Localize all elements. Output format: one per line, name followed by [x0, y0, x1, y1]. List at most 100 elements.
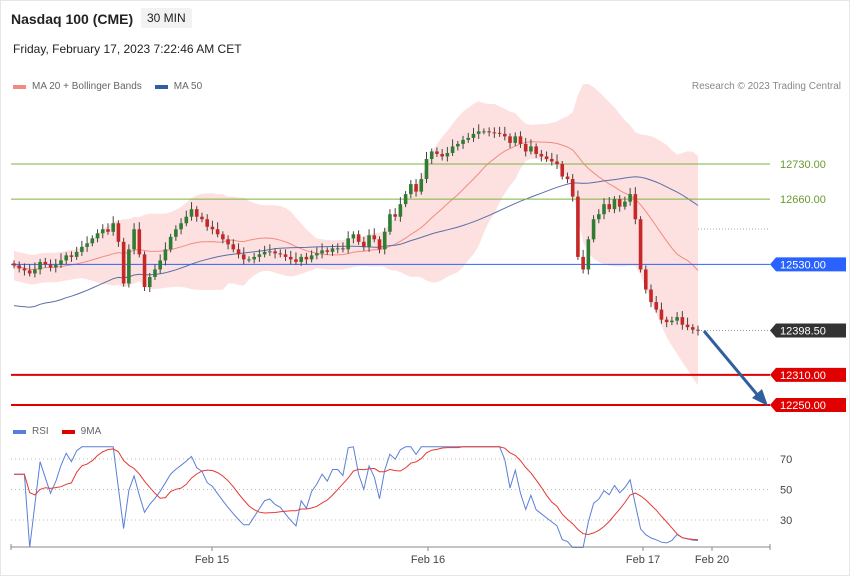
- candle: [106, 223, 110, 235]
- level-resistance-0: 12730.00: [11, 159, 826, 171]
- candle: [487, 127, 491, 137]
- candle-body: [372, 235, 377, 240]
- candle: [623, 196, 627, 210]
- level-label: 12310.00: [780, 370, 826, 382]
- candle: [539, 149, 544, 162]
- candle-body: [690, 327, 695, 330]
- candle: [591, 215, 596, 243]
- candle-body: [106, 229, 110, 232]
- legend-item-rsi: RSI: [13, 426, 49, 437]
- candle-body: [320, 250, 324, 254]
- candle-body: [283, 254, 288, 257]
- instrument-title: Nasdaq 100 (CME): [11, 11, 134, 27]
- candle: [508, 133, 512, 148]
- candle: [226, 235, 230, 250]
- candle: [74, 246, 79, 260]
- candle-body: [147, 276, 152, 288]
- candle-body: [429, 151, 434, 159]
- candle-body: [205, 219, 209, 227]
- candle: [690, 324, 695, 334]
- candle: [335, 243, 340, 254]
- candle-body: [377, 239, 382, 250]
- forecast-arrow: [702, 330, 768, 406]
- candle-body: [675, 317, 679, 321]
- candle-body: [294, 259, 298, 262]
- candle: [304, 252, 309, 265]
- price-legend: MA 20 + Bollinger Bands MA 50: [13, 81, 215, 92]
- candle: [283, 249, 288, 261]
- candle: [513, 132, 518, 146]
- candle-body: [200, 216, 204, 220]
- candle-body: [393, 214, 397, 217]
- candle: [628, 188, 632, 206]
- level-tag: [770, 323, 846, 338]
- candle: [503, 126, 507, 141]
- candle-body: [529, 146, 533, 152]
- candle-body: [623, 201, 627, 207]
- legend-swatch-ma50: [154, 84, 168, 89]
- candle: [288, 250, 293, 265]
- candle-body: [497, 132, 502, 134]
- candle: [654, 296, 659, 313]
- candle-body: [90, 238, 95, 244]
- candle-body: [304, 256, 309, 260]
- candle-body: [591, 219, 596, 240]
- candle-body: [142, 254, 147, 288]
- candle: [59, 253, 63, 268]
- level-last-3: 12398.50: [698, 323, 846, 338]
- candle-body: [64, 255, 69, 261]
- candle-body: [466, 137, 471, 140]
- candle: [346, 231, 350, 254]
- candle: [111, 216, 116, 236]
- candle: [382, 227, 387, 255]
- candle: [252, 252, 256, 264]
- rsi-tick-label: 50: [780, 485, 792, 497]
- candle-body: [456, 143, 460, 147]
- candle-body: [523, 143, 528, 152]
- candle: [476, 124, 481, 139]
- candle-body: [163, 249, 168, 261]
- candle: [236, 243, 241, 259]
- candle-body: [95, 233, 100, 239]
- candle-body: [565, 176, 570, 180]
- candle-body: [315, 253, 319, 256]
- legend-swatch-bollinger: [13, 84, 26, 89]
- candle: [257, 249, 262, 262]
- candle-body: [628, 194, 632, 202]
- candle: [27, 264, 32, 277]
- candle: [534, 143, 538, 158]
- candle-body: [194, 209, 199, 217]
- candle: [550, 152, 554, 166]
- candle: [518, 131, 523, 148]
- x-tick-label: Feb 17: [626, 554, 660, 566]
- candle-body: [210, 226, 215, 230]
- candle: [43, 257, 48, 268]
- candle-body: [27, 270, 32, 274]
- candle: [210, 220, 215, 235]
- level-label: 12660.00: [780, 194, 826, 206]
- candle-body: [48, 264, 53, 268]
- candle-body: [330, 248, 335, 252]
- candle: [194, 206, 199, 222]
- candle: [200, 212, 204, 223]
- candle: [435, 147, 439, 157]
- candle: [142, 251, 147, 292]
- credit-text: Research © 2023 Trading Central: [691, 81, 841, 92]
- candle: [461, 135, 465, 149]
- candle: [586, 236, 591, 275]
- candle: [419, 173, 424, 195]
- candle: [184, 210, 189, 227]
- candle-body: [450, 146, 455, 153]
- candle-body: [414, 184, 418, 192]
- candle-body: [398, 204, 403, 217]
- candle: [153, 264, 157, 280]
- candle-body: [288, 256, 293, 260]
- timeframe-badge[interactable]: 30 MIN: [141, 8, 192, 28]
- legend-label-bollinger: MA 20 + Bollinger Bands: [32, 81, 142, 92]
- candle: [612, 196, 617, 214]
- candle: [398, 197, 403, 222]
- candle: [471, 127, 476, 142]
- candle: [450, 139, 455, 156]
- candle-body: [241, 254, 246, 260]
